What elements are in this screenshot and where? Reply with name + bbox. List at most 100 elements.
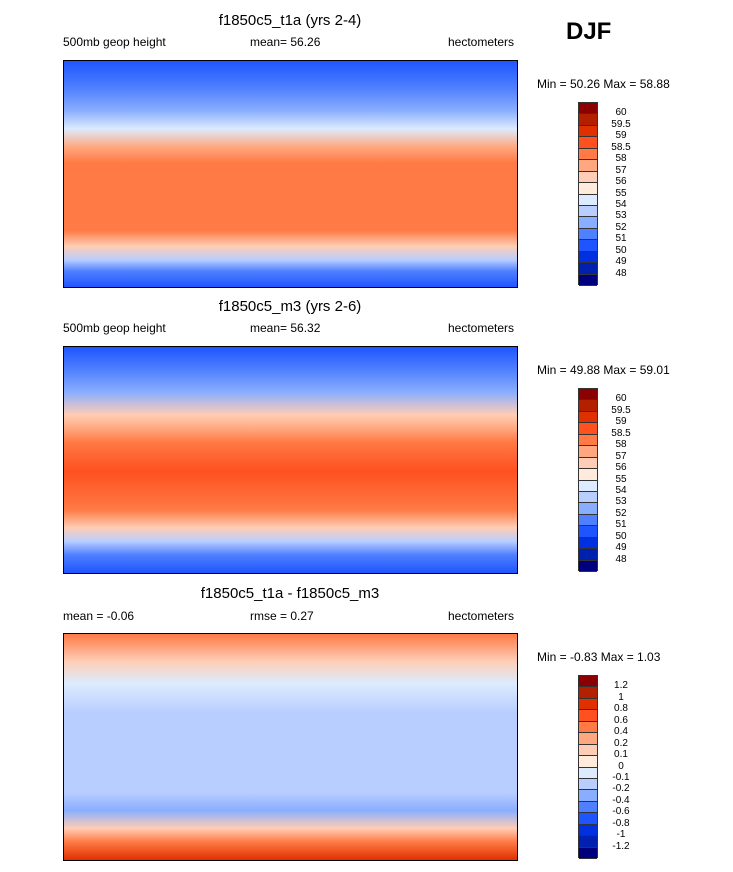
colorbar-label: 49 — [615, 542, 627, 554]
colorbar-box — [579, 183, 597, 195]
colorbar-label: 59 — [615, 130, 627, 142]
colorbar-label: -1.2 — [612, 840, 630, 852]
panel-left-label: 500mb geop height — [63, 35, 166, 49]
colorbar-box — [579, 733, 597, 745]
colorbar-box — [579, 801, 597, 814]
panel-title: f1850c5_t1a - f1850c5_m3 — [200, 585, 380, 602]
colorbar-box — [579, 446, 597, 458]
colorbar-label: 55 — [615, 187, 627, 199]
colorbar-box — [579, 710, 597, 722]
colorbar-label: 60 — [615, 107, 627, 119]
colorbar-box — [579, 434, 597, 447]
colorbar-label: 52 — [615, 221, 627, 233]
colorbar-label: 58 — [615, 439, 627, 451]
colorbar-box — [579, 263, 597, 275]
min-max-label: Min = -0.83 Max = 1.03 — [537, 650, 661, 664]
colorbar-box — [579, 389, 597, 401]
colorbar-label: 0.4 — [614, 726, 628, 738]
colorbar-label: 50 — [615, 530, 627, 542]
colorbar-box — [579, 744, 597, 757]
colorbar-box — [579, 560, 597, 572]
colorbar-box — [579, 813, 597, 825]
colorbar-box — [579, 767, 597, 779]
colorbar-label: 59.5 — [611, 404, 631, 416]
colorbar-box — [579, 400, 597, 412]
colorbar-label: 59.5 — [611, 118, 631, 130]
panel-title: f1850c5_m3 (yrs 2-6) — [218, 298, 362, 315]
panel-units: hectometers — [448, 35, 515, 49]
panel-center-label: rmse = 0.27 — [250, 609, 314, 623]
colorbar-box — [579, 411, 597, 424]
colorbar-label: 48 — [615, 553, 627, 565]
colorbar-label: -0.2 — [612, 783, 630, 795]
colorbar-label: 0.6 — [614, 714, 628, 726]
colorbar-label: 56 — [615, 462, 627, 474]
colorbar-box — [579, 526, 597, 538]
season-label: DJF — [566, 18, 612, 45]
colorbar-box — [579, 205, 597, 218]
colorbar-box — [579, 171, 597, 184]
colorbar-box — [579, 160, 597, 172]
colorbar-box — [579, 103, 597, 115]
colorbar-box — [579, 676, 597, 688]
colorbar-box — [579, 503, 597, 515]
colorbar-label: 51 — [615, 233, 627, 245]
colorbar-box — [579, 137, 597, 149]
colorbar-label: -0.1 — [612, 771, 630, 783]
colorbar-box — [579, 721, 597, 734]
panel-center-label: mean= 56.26 — [250, 35, 321, 49]
colorbar-box — [579, 836, 597, 848]
colorbar-box — [579, 847, 597, 859]
colorbar-label: 49 — [615, 256, 627, 268]
colorbar-box — [579, 778, 597, 791]
colorbar-label: 57 — [615, 450, 627, 462]
colorbar-label: -0.8 — [612, 817, 630, 829]
colorbar-box — [579, 514, 597, 527]
colorbar — [578, 102, 598, 286]
colorbar-box — [579, 274, 597, 286]
colorbar-box — [579, 480, 597, 492]
colorbar — [578, 388, 598, 572]
colorbar-label: 59 — [615, 416, 627, 428]
colorbar-box — [579, 549, 597, 561]
colorbar-label: -0.4 — [612, 794, 630, 806]
colorbar-label: 0.2 — [614, 737, 628, 749]
colorbar-label: -1 — [616, 829, 626, 841]
colorbar-box — [579, 687, 597, 699]
colorbar-label: 57 — [615, 164, 627, 176]
colorbar-label: 0.1 — [614, 749, 628, 761]
colorbar-box — [579, 148, 597, 161]
panel-units: hectometers — [448, 609, 515, 623]
colorbar-label: 0.8 — [614, 703, 628, 715]
colorbar-box — [579, 491, 597, 504]
colorbar-label: 58 — [615, 153, 627, 165]
colorbar-box — [579, 790, 597, 802]
colorbar-box — [579, 228, 597, 241]
colorbar-label: -0.6 — [612, 806, 630, 818]
colorbar-box — [579, 423, 597, 435]
colorbar-label: 1 — [618, 691, 624, 703]
colorbar-box — [579, 698, 597, 711]
panel-center-label: mean= 56.32 — [250, 321, 321, 335]
colorbar-label: 54 — [615, 198, 627, 210]
colorbar-label: 55 — [615, 473, 627, 485]
colorbar — [578, 675, 598, 859]
colorbar-label: 54 — [615, 484, 627, 496]
colorbar-box — [579, 824, 597, 837]
panel-left-label: 500mb geop height — [63, 321, 166, 335]
colorbar-box — [579, 251, 597, 264]
contour-map — [63, 60, 518, 288]
colorbar-box — [579, 240, 597, 252]
colorbar-label: 51 — [615, 519, 627, 531]
colorbar-label: 53 — [615, 210, 627, 222]
colorbar-box — [579, 125, 597, 138]
colorbar-box — [579, 469, 597, 481]
min-max-label: Min = 50.26 Max = 58.88 — [537, 77, 670, 91]
colorbar-label: 60 — [615, 393, 627, 405]
colorbar-label: 48 — [615, 267, 627, 279]
colorbar-box — [579, 756, 597, 768]
colorbar-label: 0 — [618, 760, 624, 772]
colorbar-label: 56 — [615, 176, 627, 188]
contour-map — [63, 346, 518, 574]
